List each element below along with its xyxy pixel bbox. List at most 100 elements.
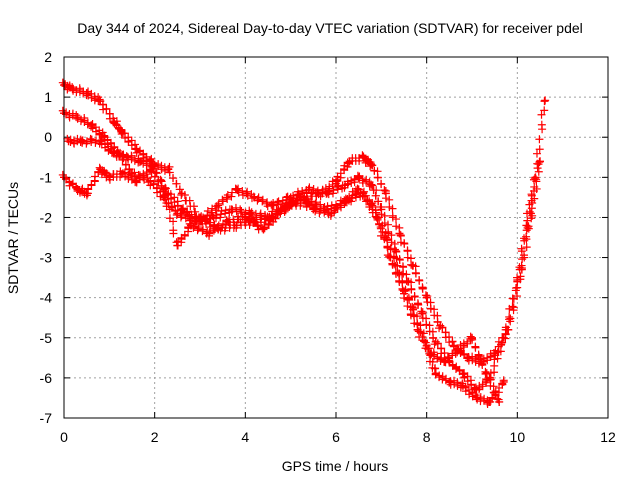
data-point: [354, 185, 363, 194]
data-point: [82, 89, 91, 98]
data-point: [381, 233, 390, 242]
data-point: [395, 269, 404, 278]
data-point: [64, 137, 73, 146]
data-point: [73, 113, 82, 122]
data-point: [440, 357, 449, 366]
data-point: [150, 161, 159, 170]
data-point: [164, 189, 173, 198]
data-point: [78, 137, 87, 146]
data-point: [177, 189, 186, 198]
data-point: [304, 185, 313, 194]
series-track-4: [58, 162, 508, 408]
y-tick-label: -4: [40, 290, 53, 306]
x-tick-label: 0: [60, 429, 68, 445]
data-point: [118, 129, 127, 138]
y-tick-label: -1: [40, 169, 53, 185]
data-point: [427, 349, 436, 358]
chart-title: Day 344 of 2024, Sidereal Day-to-day VTE…: [77, 20, 583, 36]
grid-lines: [64, 57, 608, 418]
data-point: [277, 205, 286, 214]
data-point: [105, 173, 114, 182]
data-point: [468, 333, 476, 342]
data-point: [132, 145, 141, 154]
data-point: [504, 325, 513, 334]
data-point: [377, 205, 386, 214]
x-tick-label: 12: [600, 429, 616, 445]
y-tick-label: -6: [40, 370, 53, 386]
data-point: [146, 177, 155, 186]
data-point: [341, 181, 350, 190]
data-point: [449, 341, 458, 350]
data-point: [191, 217, 200, 226]
data-point: [472, 385, 481, 394]
data-point: [418, 309, 427, 318]
data-point: [137, 157, 146, 166]
data-point: [164, 165, 173, 174]
data-point: [395, 229, 404, 238]
x-axis-label: GPS time / hours: [282, 458, 389, 474]
data-point: [82, 189, 91, 198]
data-point: [472, 393, 481, 402]
data-point: [309, 205, 318, 214]
data-point: [531, 173, 540, 182]
data-point: [132, 177, 141, 186]
x-tick-label: 10: [510, 429, 526, 445]
y-tick-label: -7: [40, 410, 53, 426]
data-point: [327, 209, 336, 218]
data-point: [241, 213, 250, 222]
y-tick-label: -2: [40, 209, 53, 225]
data-point: [481, 369, 490, 378]
data-point: [69, 85, 78, 94]
data-point: [295, 193, 304, 202]
y-tick-label: 0: [44, 129, 52, 145]
data-point: [345, 157, 354, 166]
x-tick-label: 8: [423, 429, 431, 445]
y-tick-label: 1: [44, 89, 52, 105]
data-point: [431, 337, 440, 346]
data-point: [359, 153, 368, 162]
data-point: [495, 397, 504, 406]
data-point: [118, 169, 127, 178]
data-point: [409, 305, 418, 314]
data-point: [458, 381, 467, 390]
data-point: [196, 213, 204, 222]
data-point: [223, 217, 232, 226]
data-point: [173, 241, 182, 250]
data-point: [499, 377, 508, 386]
data-point: [87, 121, 96, 130]
data-point: [490, 349, 499, 358]
data-point: [486, 397, 495, 406]
data-point: [173, 209, 182, 218]
data-point: [381, 189, 390, 198]
data-point: [517, 265, 526, 274]
data-point: [96, 165, 105, 174]
x-tick-label: 4: [241, 429, 249, 445]
data-point: [368, 201, 377, 210]
data-point: [96, 137, 105, 146]
data-point: [146, 165, 155, 174]
data-point: [214, 201, 223, 210]
data-point: [445, 377, 454, 386]
data-point: [422, 341, 431, 350]
data-point: [536, 157, 544, 166]
data-point: [259, 225, 268, 234]
x-tick-label: 6: [332, 429, 340, 445]
data-point: [123, 153, 132, 162]
data-point: [454, 345, 463, 354]
y-tick-label: -3: [40, 250, 53, 266]
data-point: [227, 205, 236, 214]
data-point: [341, 197, 350, 206]
data-point: [436, 321, 445, 330]
y-tick-label: 2: [44, 49, 52, 65]
x-tick-label: 2: [151, 429, 159, 445]
data-point: [354, 173, 363, 182]
data-point: [250, 193, 259, 202]
data-point: [318, 189, 327, 198]
data-point: [96, 97, 105, 106]
data-point: [209, 213, 218, 222]
y-tick-label: -5: [40, 330, 53, 346]
data-point: [422, 293, 431, 302]
data-point: [368, 181, 377, 190]
